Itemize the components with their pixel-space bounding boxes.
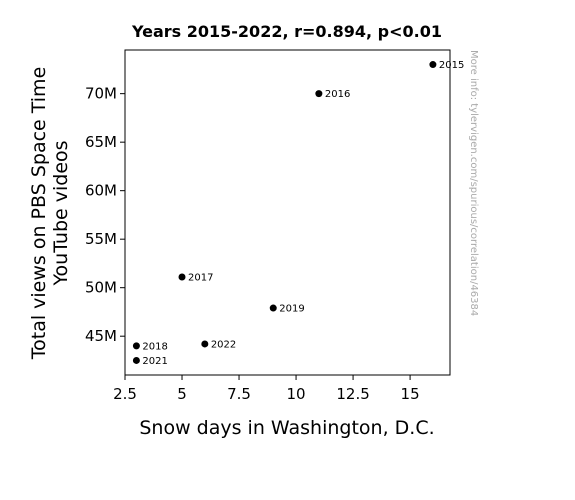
data-points: 2015 2016 2017 2018 2019 2021 2022 xyxy=(132,60,464,367)
data-point-2019 xyxy=(269,304,277,312)
data-point-2021 xyxy=(132,356,140,364)
y-tick-label: 45M xyxy=(85,327,117,345)
data-point-2017 xyxy=(178,273,186,281)
point-label-2022: 2022 xyxy=(211,339,236,350)
y-tick-label: 70M xyxy=(85,85,117,103)
x-tick-label: 5 xyxy=(177,385,187,403)
x-tick-label: 12.5 xyxy=(336,385,369,403)
x-axis-label: Snow days in Washington, D.C. xyxy=(139,417,434,439)
y-tick-label: 50M xyxy=(85,279,117,297)
y-tick-label: 65M xyxy=(85,133,117,151)
x-tick-label: 2.5 xyxy=(113,385,137,403)
y-axis: 45M 50M 55M 60M 65M 70M xyxy=(85,85,125,345)
x-axis: 2.5 5 7.5 10 12.5 15 xyxy=(113,375,420,403)
point-label-2016: 2016 xyxy=(325,89,350,100)
y-tick-label: 55M xyxy=(85,230,117,248)
point-label-2015: 2015 xyxy=(439,60,464,71)
x-tick-label: 7.5 xyxy=(227,385,251,403)
watermark-text: More info: tylervigen.com/spurious/corre… xyxy=(468,50,479,316)
y-tick-label: 60M xyxy=(85,182,117,200)
point-label-2021: 2021 xyxy=(142,356,167,367)
plot-area xyxy=(124,49,451,376)
x-tick-label: 10 xyxy=(287,385,306,403)
data-point-2018 xyxy=(132,342,140,350)
point-label-2019: 2019 xyxy=(279,304,304,315)
point-label-2017: 2017 xyxy=(188,273,213,284)
data-point-2022 xyxy=(201,340,209,348)
data-point-2015 xyxy=(429,61,437,69)
x-tick-label: 15 xyxy=(401,385,420,403)
y-axis-label-line-1: Total views on PBS Space Time xyxy=(28,67,50,361)
point-label-2018: 2018 xyxy=(142,341,167,352)
data-point-2016 xyxy=(315,90,323,98)
y-axis-label-line-2: YouTube videos xyxy=(50,140,72,286)
chart-title: Years 2015-2022, r=0.894, p<0.01 xyxy=(131,22,442,41)
